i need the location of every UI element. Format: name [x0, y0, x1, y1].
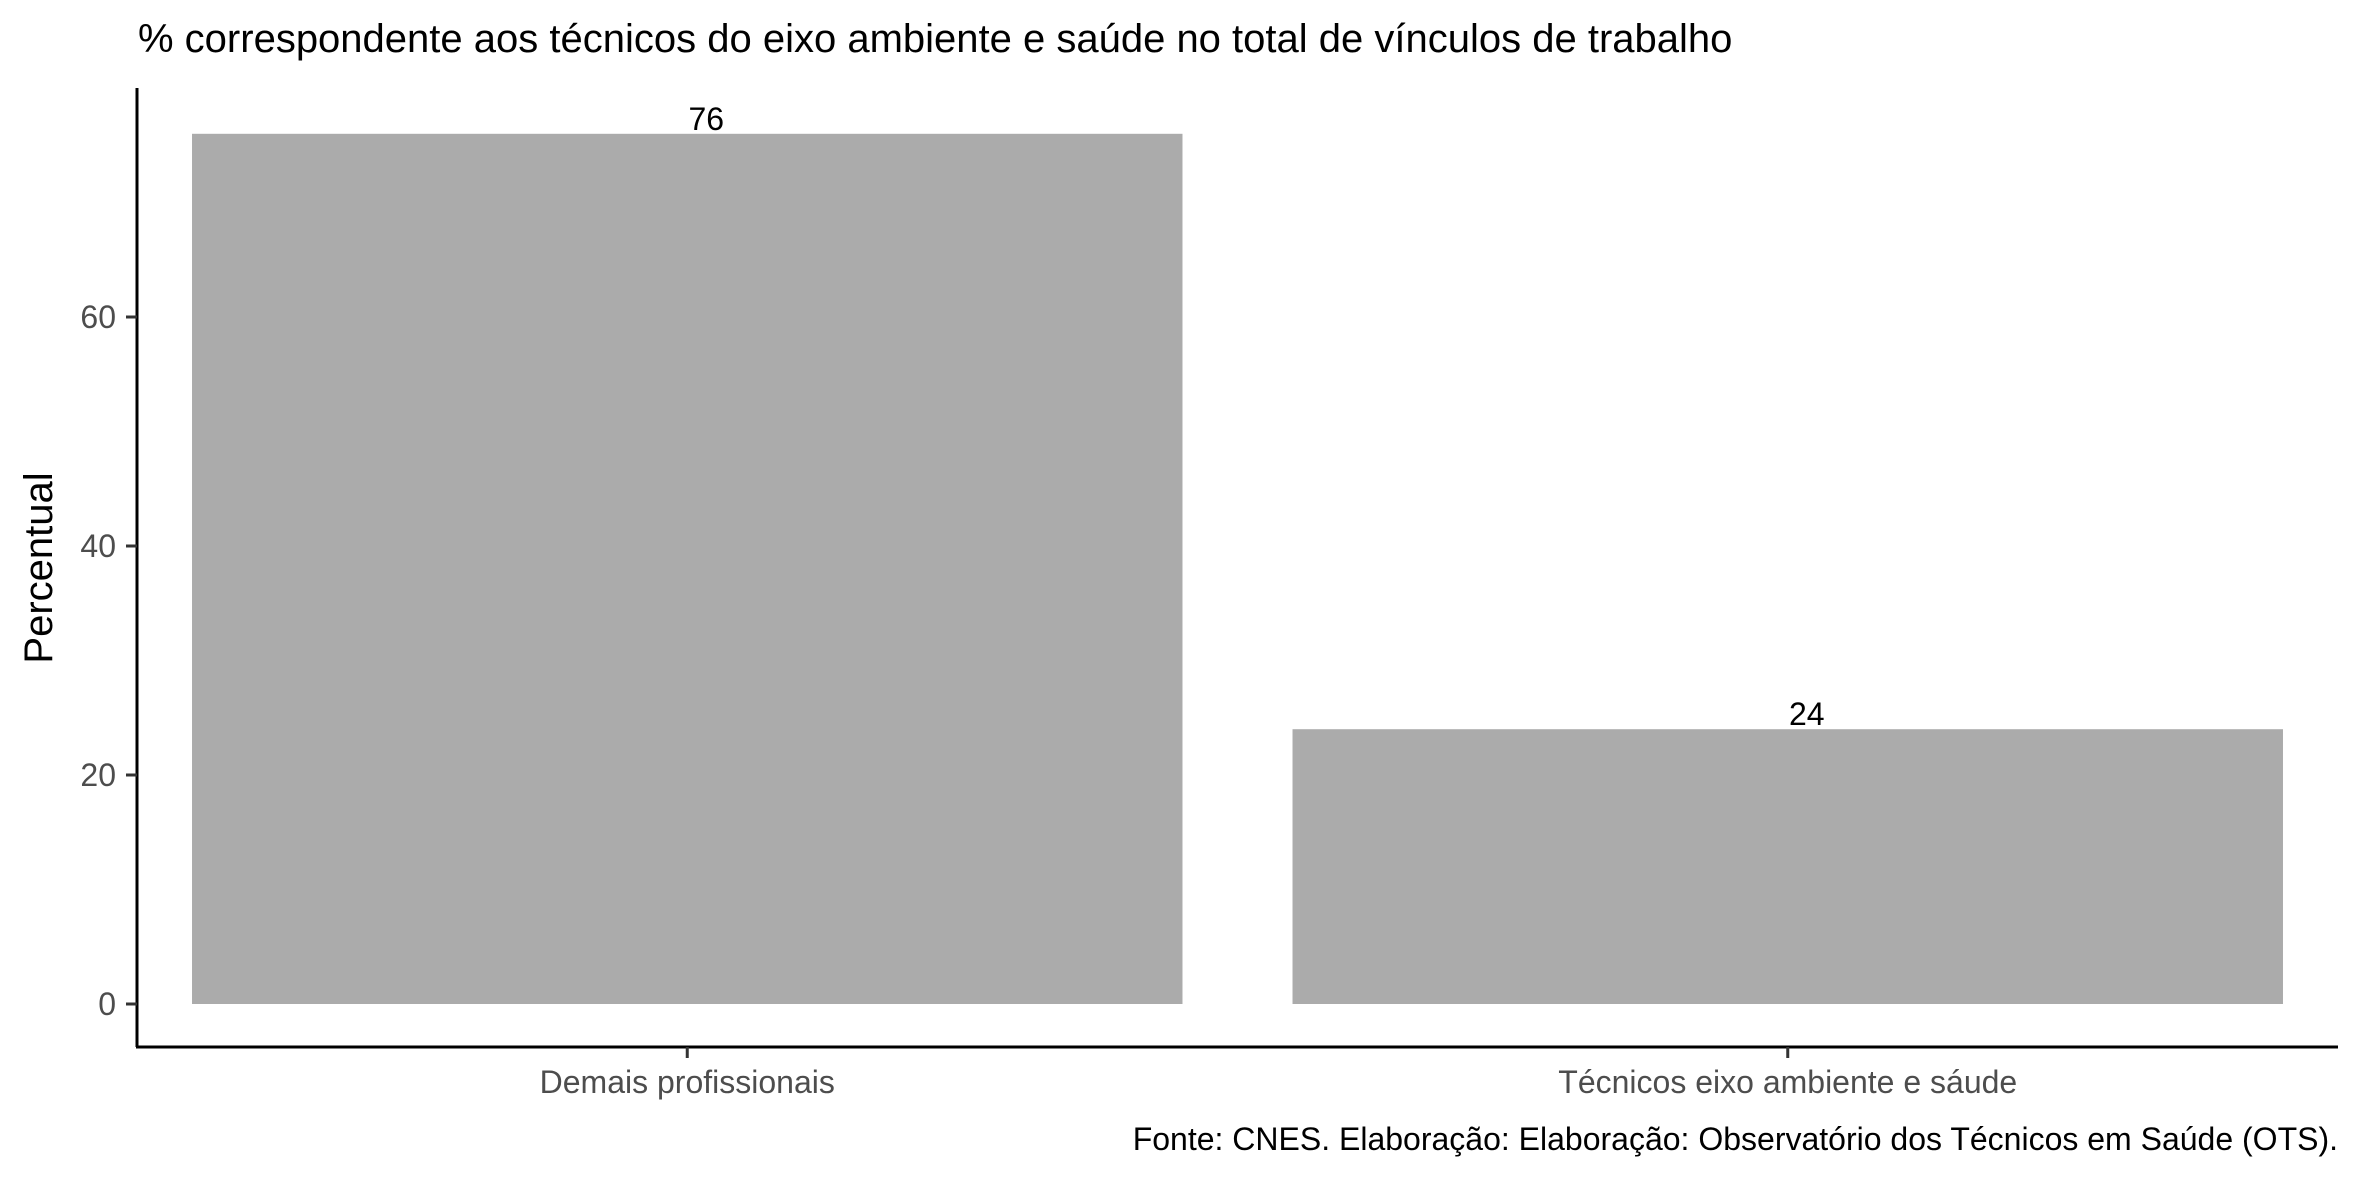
- bar-value-label-1: 76: [688, 101, 724, 137]
- bar-1: [192, 133, 1183, 1005]
- y-tick-label-40: 40: [80, 528, 116, 564]
- x-tick-label-2: Técnicos eixo ambiente e sáude: [1558, 1064, 2017, 1100]
- bar-2: [1292, 729, 2283, 1004]
- plot-area: 76 24: [192, 101, 2283, 1005]
- y-tick-label-0: 0: [98, 986, 116, 1022]
- chart-caption: Fonte: CNES. Elaboração: Elaboração: Obs…: [1133, 1121, 2338, 1157]
- y-axis-title: Percentual: [17, 472, 61, 663]
- y-tick-label-20: 20: [80, 757, 116, 793]
- x-tick-label-1: Demais profissionais: [540, 1064, 835, 1100]
- bar-value-label-2: 24: [1789, 696, 1825, 732]
- x-axis-ticks: Demais profissionais Técnicos eixo ambien…: [540, 1047, 2017, 1100]
- chart-title: % correspondente aos técnicos do eixo am…: [138, 17, 1732, 61]
- y-axis-ticks: 0 20 40 60: [80, 299, 137, 1022]
- y-tick-label-60: 60: [80, 299, 116, 335]
